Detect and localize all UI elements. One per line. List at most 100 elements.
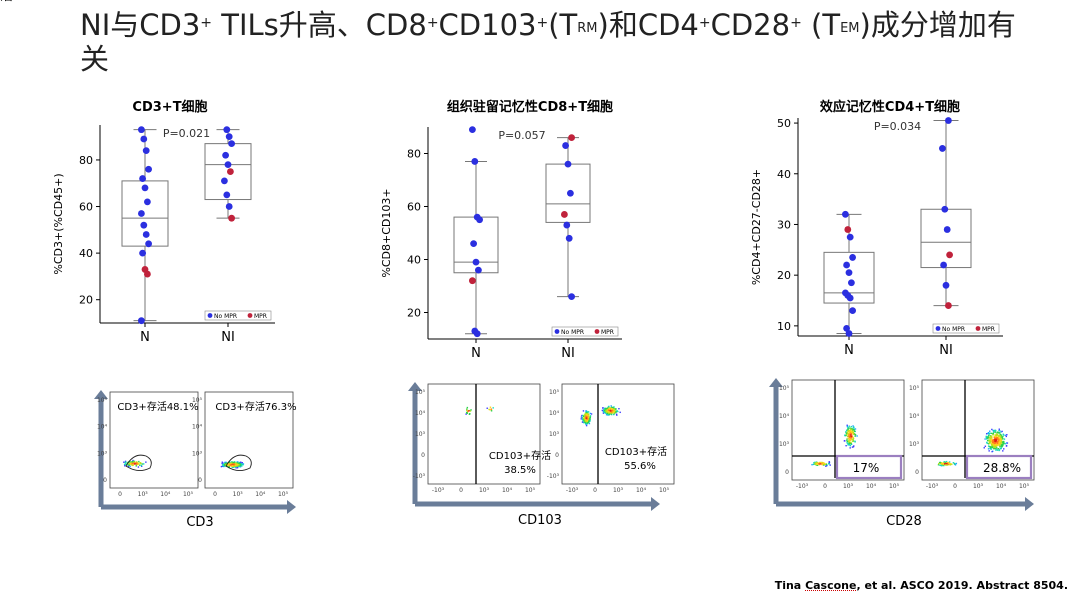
flow-event	[852, 438, 854, 441]
flow-event	[998, 439, 1000, 441]
flow-event	[998, 430, 1000, 432]
flow-event	[242, 464, 244, 466]
y-arrow-head	[94, 390, 108, 399]
flow-event	[235, 464, 238, 466]
flow-event	[995, 430, 997, 432]
flow-event	[1002, 443, 1004, 445]
flow-event	[125, 463, 127, 465]
flow-event	[820, 461, 822, 464]
flow-event	[131, 463, 133, 465]
flow-event	[986, 442, 988, 444]
flow-event	[224, 462, 227, 465]
flow-event	[124, 465, 126, 467]
y-tick-label: 20	[407, 307, 421, 320]
flow-event	[995, 441, 997, 444]
data-point	[945, 302, 952, 309]
flow-event	[949, 463, 951, 465]
x-tick-label: N	[471, 346, 481, 361]
flow-event	[825, 465, 827, 467]
flow-x-tick-label: 10⁴	[160, 491, 171, 498]
flow-event	[990, 432, 993, 435]
data-point	[561, 211, 568, 218]
flow-event	[991, 450, 993, 453]
flow-event	[994, 436, 997, 438]
flow-event	[137, 463, 139, 466]
flow-event	[849, 435, 851, 437]
flow-x-tick-label: 10⁵	[889, 483, 900, 490]
flow-y-tick-label: 10⁴	[415, 410, 426, 417]
flow-event	[584, 420, 587, 422]
flow-event	[234, 464, 236, 466]
flow-event	[229, 465, 232, 467]
flow-event	[998, 432, 1001, 434]
flow-event	[588, 420, 590, 422]
flow-event	[230, 464, 232, 466]
legend-box	[204, 310, 272, 321]
data-point	[144, 198, 151, 206]
flow-event	[854, 440, 856, 443]
flow-event	[232, 465, 234, 467]
flow-y-tick-label: 0	[555, 452, 559, 459]
flow-event	[848, 439, 850, 442]
flow-event	[851, 430, 853, 433]
flow-event	[996, 431, 998, 434]
chart-title-cd8: 组织驻留记忆性CD8+T细胞	[446, 100, 614, 115]
flow-event	[989, 448, 992, 450]
flow-event	[944, 461, 947, 463]
flow-event	[132, 464, 134, 466]
flow-event	[985, 438, 988, 440]
flow-event	[846, 439, 848, 442]
y-tick-label: 20	[777, 269, 791, 282]
flow-event	[585, 415, 587, 418]
x-tick-label: NI	[561, 346, 575, 361]
flow-event	[943, 461, 945, 463]
flow-event	[235, 467, 237, 469]
flow-event	[997, 432, 1000, 434]
x-tick-label: N	[140, 330, 150, 345]
flow-event	[847, 432, 849, 435]
box	[823, 251, 875, 304]
flow-event	[1002, 435, 1004, 438]
flow-event	[228, 466, 230, 468]
flow-event	[993, 429, 996, 432]
flow-event	[945, 464, 948, 466]
flow-event	[469, 412, 471, 415]
flow-event	[612, 407, 614, 409]
flow-event	[225, 461, 227, 464]
flow-event	[241, 465, 243, 467]
flow-event	[614, 409, 616, 411]
flow-event	[996, 434, 998, 436]
flow-plot-cd103-right	[561, 383, 675, 485]
flow-event	[849, 436, 851, 438]
flow-y-tick-label: 10⁵	[415, 389, 426, 396]
flow-x-tick-label: -10³	[926, 483, 939, 490]
flow-event	[948, 462, 950, 464]
flow-event	[239, 464, 242, 467]
data-point	[139, 175, 147, 182]
flow-event	[611, 412, 613, 414]
flow-event	[613, 412, 615, 414]
flow-event	[988, 442, 991, 444]
flow-event	[129, 465, 131, 468]
flow-x-axis-label: CD3	[186, 515, 213, 530]
flow-event	[587, 417, 590, 419]
flow-x-tick-label: 0	[459, 487, 463, 494]
flow-event	[132, 461, 134, 463]
flow-event	[852, 431, 854, 433]
flow-x-tick-label: 10⁴	[866, 483, 877, 490]
flow-event	[852, 432, 855, 434]
gate-label: CD103+存活	[489, 449, 551, 462]
flow-event	[850, 443, 853, 446]
flow-event	[846, 424, 848, 427]
flow-event	[989, 430, 991, 432]
flow-event	[854, 428, 857, 430]
flow-event	[604, 409, 606, 411]
flow-event	[124, 460, 127, 463]
flow-event	[998, 449, 1001, 451]
flow-event	[991, 441, 993, 443]
flow-event	[983, 447, 985, 449]
flow-event	[588, 416, 590, 418]
x-arrow-head	[287, 500, 296, 514]
flow-event	[946, 462, 948, 465]
flow-event	[852, 446, 855, 448]
